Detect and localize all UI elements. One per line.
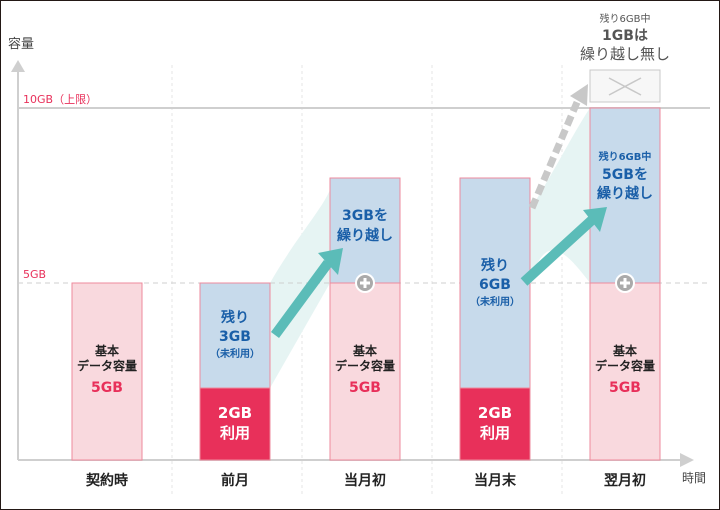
y-axis-arrow-icon: [11, 60, 25, 72]
base-text: データ容量: [335, 358, 395, 373]
base-text: データ容量: [595, 358, 655, 373]
carry-arrow-icon-2: [520, 207, 607, 286]
column-label: 当月初: [344, 472, 386, 489]
carry-bar-next: [589, 107, 661, 284]
column-label: 翌月初: [604, 472, 646, 489]
base-amount: 5GB: [91, 380, 123, 396]
plus-icon-2: [615, 273, 635, 293]
base-bar-contract: [71, 282, 143, 461]
column-label: 前月: [221, 472, 249, 489]
x-axis-label: 時間: [682, 471, 706, 485]
carry-text: 5GBを: [602, 167, 648, 183]
carry-text: 3GBを: [342, 208, 388, 224]
note-line-1: 残り6GB中: [600, 12, 651, 25]
remain-text: 残り: [221, 309, 249, 326]
remain-note: （未利用）: [470, 295, 520, 308]
note-line-3: 繰り越し無し: [580, 45, 670, 63]
base-amount: 5GB: [609, 380, 641, 396]
used-bar-end: [459, 387, 531, 461]
used-amount: 2GB: [218, 404, 252, 422]
used-text: 利用: [480, 424, 510, 442]
used-amount: 2GB: [478, 404, 512, 422]
carry-text: 繰り越し: [337, 227, 393, 244]
used-text: 利用: [220, 424, 250, 442]
discard-arrow-icon: [528, 84, 588, 210]
used-bar-prev: [199, 387, 271, 461]
base-text: 基本: [94, 343, 119, 358]
carry-arrow-icon: [270, 248, 343, 338]
column-label: 契約時: [85, 472, 128, 489]
five-gb-label: 5GB: [23, 268, 46, 281]
cross-icon: [608, 77, 642, 96]
carry-text: 残り6GB中: [599, 150, 652, 163]
base-bar-next: [589, 282, 661, 461]
base-text: データ容量: [77, 358, 137, 373]
note-line-2: 1GBは: [602, 28, 648, 44]
base-amount: 5GB: [349, 380, 381, 396]
remain-note: （未利用）: [210, 347, 260, 360]
cap-label: 10GB（上限）: [23, 93, 97, 106]
x-axis-arrow-icon: [680, 453, 694, 467]
remain-amount: 3GB: [219, 329, 251, 345]
carry-bar-current: [329, 177, 401, 284]
base-text: 基本: [612, 343, 637, 358]
plus-icon: [355, 273, 375, 293]
remain-text: 残り: [481, 257, 509, 274]
remain-bar-prev: [199, 282, 271, 389]
base-bar-current: [329, 282, 401, 461]
column-label: 当月末: [474, 472, 517, 489]
remain-amount: 6GB: [479, 277, 511, 293]
carry-text: 繰り越し: [597, 185, 653, 202]
y-axis-label: 容量: [8, 36, 34, 52]
base-text: 基本: [352, 343, 377, 358]
